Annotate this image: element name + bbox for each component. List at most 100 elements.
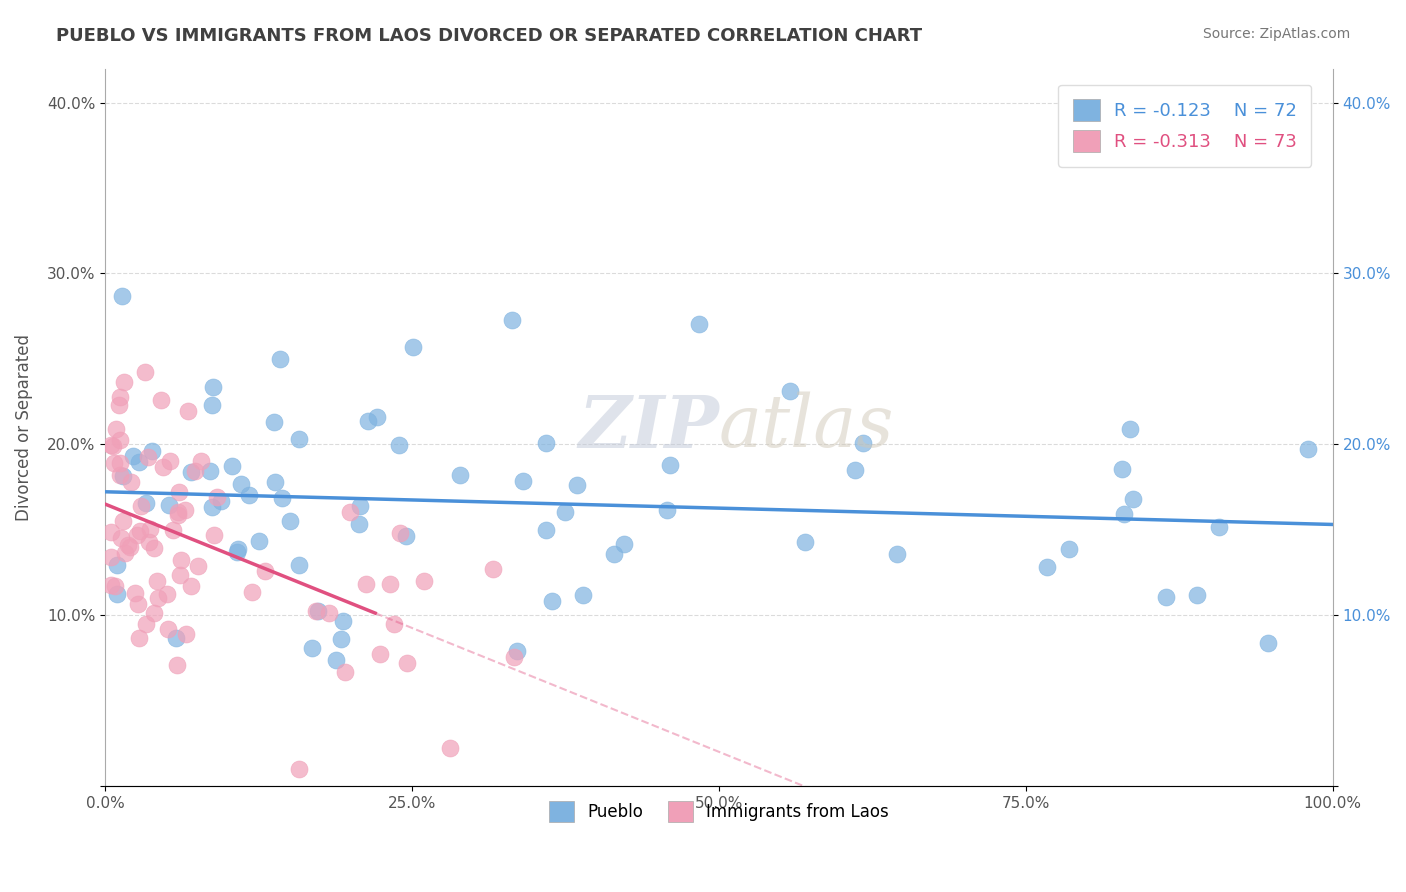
Point — [395, 529, 418, 543]
Y-axis label: Divorced or Separated: Divorced or Separated — [15, 334, 32, 521]
Point — [205, 491, 228, 505]
Point — [143, 541, 166, 555]
Point — [108, 391, 131, 405]
Point — [512, 474, 534, 488]
Point — [201, 500, 224, 515]
Point — [254, 564, 277, 578]
Point — [339, 505, 361, 519]
Point — [844, 463, 866, 477]
Point — [329, 632, 352, 646]
Point — [1111, 462, 1133, 476]
Point — [127, 597, 149, 611]
Point — [226, 541, 249, 556]
Point — [202, 528, 225, 542]
Point — [380, 576, 402, 591]
Point — [658, 458, 681, 472]
Point — [387, 437, 409, 451]
Point — [288, 558, 311, 572]
Point — [128, 631, 150, 645]
Point — [287, 762, 309, 776]
Point — [122, 449, 145, 463]
Point — [240, 585, 263, 599]
Point — [263, 415, 285, 429]
Point — [271, 491, 294, 505]
Point — [852, 436, 875, 450]
Point — [174, 627, 197, 641]
Point — [184, 464, 207, 478]
Point — [572, 588, 595, 602]
Point — [449, 468, 471, 483]
Point — [657, 503, 679, 517]
Point — [100, 550, 122, 565]
Point — [541, 593, 564, 607]
Point — [100, 578, 122, 592]
Point — [129, 500, 152, 514]
Point — [202, 380, 225, 394]
Point — [307, 604, 329, 618]
Point — [396, 657, 419, 671]
Point — [349, 500, 371, 514]
Point — [134, 366, 156, 380]
Text: atlas: atlas — [718, 392, 894, 462]
Point — [1187, 588, 1209, 602]
Point — [110, 456, 132, 470]
Point — [174, 503, 197, 517]
Point — [103, 456, 125, 470]
Point — [104, 422, 127, 436]
Point — [103, 439, 125, 453]
Point — [229, 477, 252, 491]
Point — [170, 552, 193, 566]
Point — [209, 494, 232, 508]
Point — [226, 545, 249, 559]
Point — [198, 464, 221, 478]
Point — [136, 450, 159, 464]
Point — [412, 574, 434, 588]
Point — [177, 404, 200, 418]
Point — [128, 455, 150, 469]
Point — [139, 523, 162, 537]
Point — [1208, 519, 1230, 533]
Point — [482, 561, 505, 575]
Legend: Pueblo, Immigrants from Laos: Pueblo, Immigrants from Laos — [536, 788, 903, 835]
Point — [333, 665, 356, 680]
Point — [613, 537, 636, 551]
Point — [157, 498, 180, 512]
Text: PUEBLO VS IMMIGRANTS FROM LAOS DIVORCED OR SEPARATED CORRELATION CHART: PUEBLO VS IMMIGRANTS FROM LAOS DIVORCED … — [56, 27, 922, 45]
Point — [141, 444, 163, 458]
Point — [167, 485, 190, 500]
Point — [238, 488, 260, 502]
Point — [152, 460, 174, 475]
Point — [1114, 507, 1136, 521]
Point — [112, 375, 135, 389]
Point — [180, 579, 202, 593]
Point — [221, 459, 243, 474]
Point — [325, 653, 347, 667]
Point — [794, 534, 817, 549]
Point — [347, 516, 370, 531]
Point — [124, 586, 146, 600]
Point — [166, 508, 188, 523]
Point — [1154, 590, 1177, 604]
Point — [159, 453, 181, 467]
Point — [384, 617, 406, 632]
Point — [264, 475, 287, 489]
Point — [135, 617, 157, 632]
Point — [146, 574, 169, 589]
Point — [162, 523, 184, 537]
Point — [318, 607, 340, 621]
Point — [117, 538, 139, 552]
Point — [146, 591, 169, 605]
Point — [506, 644, 529, 658]
Point — [565, 478, 588, 492]
Point — [111, 289, 134, 303]
Point — [502, 650, 524, 665]
Point — [301, 640, 323, 655]
Point — [389, 526, 412, 541]
Point — [534, 435, 557, 450]
Point — [278, 515, 301, 529]
Text: Source: ZipAtlas.com: Source: ZipAtlas.com — [1202, 27, 1350, 41]
Point — [1257, 636, 1279, 650]
Point — [1296, 442, 1319, 456]
Point — [190, 454, 212, 468]
Point — [779, 384, 801, 398]
